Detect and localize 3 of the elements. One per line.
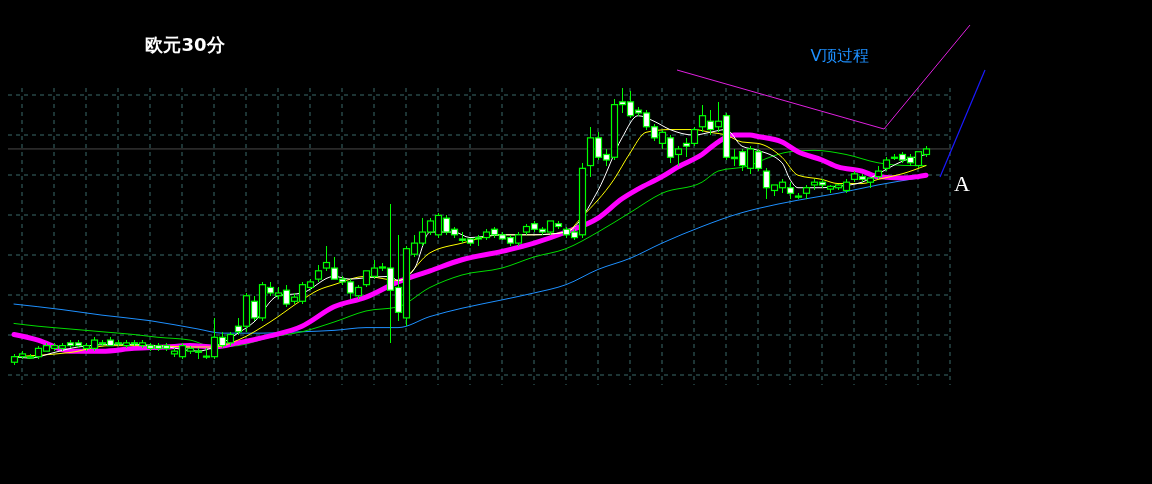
text: V顶过程 (810, 46, 870, 65)
text: A (954, 171, 971, 196)
chart-title: 欧元30分 (145, 34, 226, 55)
